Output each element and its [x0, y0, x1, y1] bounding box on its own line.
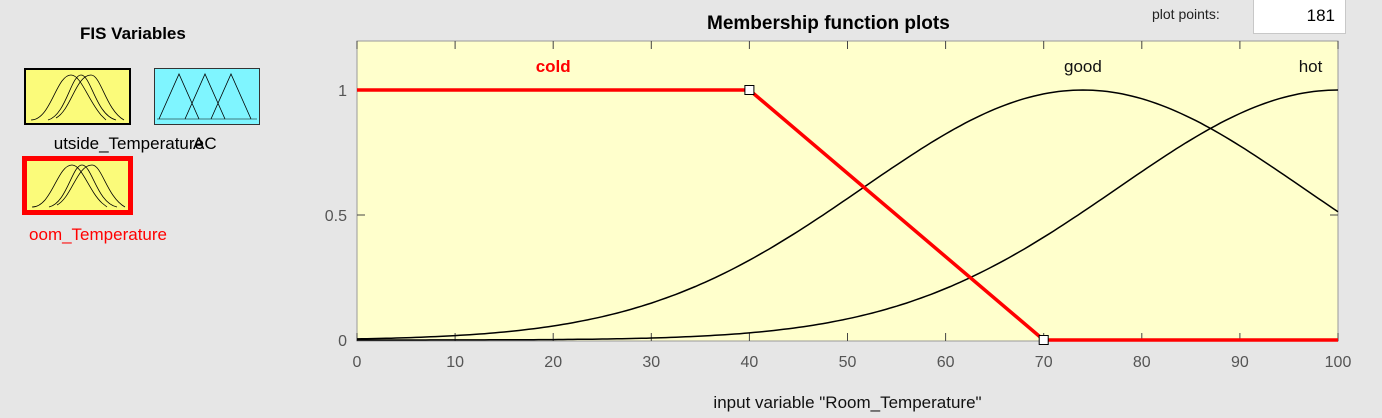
plot-points-input[interactable]: 181 — [1253, 0, 1346, 34]
x-tick-label: 90 — [1231, 354, 1249, 371]
mf-handle[interactable] — [744, 85, 755, 95]
y-tick-label: 0.5 — [325, 208, 347, 225]
x-tick-label: 70 — [1035, 354, 1053, 371]
x-tick-label: 0 — [353, 354, 362, 371]
mf-curve-cold[interactable] — [357, 88, 1338, 342]
x-tick-label: 60 — [937, 354, 955, 371]
room-temperature-label: oom_Temperature — [29, 225, 167, 244]
room-temperature-variable[interactable] — [22, 156, 133, 215]
x-tick-label: 80 — [1133, 354, 1151, 371]
mf-label-hot[interactable]: hot — [1299, 57, 1323, 76]
x-tick-label: 50 — [839, 354, 857, 371]
y-tick-label: 1 — [338, 83, 347, 100]
x-tick-label: 20 — [544, 354, 562, 371]
x-tick-label: 30 — [642, 354, 660, 371]
ac-label: AC — [193, 134, 217, 153]
triangle-mf-icon — [157, 73, 257, 120]
outside-temperature-label: utside_Temperature — [53, 134, 204, 153]
mf-curve-good[interactable] — [356, 89, 1339, 340]
outside-temperature-variable[interactable] — [24, 68, 131, 125]
gaussian-mf-icon — [30, 74, 125, 121]
x-tick-label: 100 — [1325, 354, 1352, 371]
fis-variables-title: FIS Variables — [80, 24, 186, 43]
plot-title: Membership function plots — [707, 13, 950, 34]
mf-curve-hot[interactable] — [357, 89, 1339, 341]
plot-area — [356, 40, 1339, 342]
mf-label-good[interactable]: good — [1064, 57, 1102, 76]
x-tick-label: 10 — [446, 354, 464, 371]
mf-handle[interactable] — [1038, 335, 1049, 345]
y-tick-label: 0 — [338, 333, 347, 350]
x-tick-label: 40 — [741, 354, 759, 371]
membership-function-plot[interactable]: 0 10 20 30 40 50 60 70 80 90 100 0 0.5 1 input variabl… — [300, 30, 1382, 418]
x-axis-label: input variable "Room_Temperature" — [713, 393, 981, 412]
ac-variable[interactable] — [154, 68, 260, 125]
plot-points-label: plot points: — [1152, 6, 1220, 22]
gaussian-mf-icon — [31, 164, 126, 208]
mf-label-cold[interactable]: cold — [536, 57, 571, 76]
